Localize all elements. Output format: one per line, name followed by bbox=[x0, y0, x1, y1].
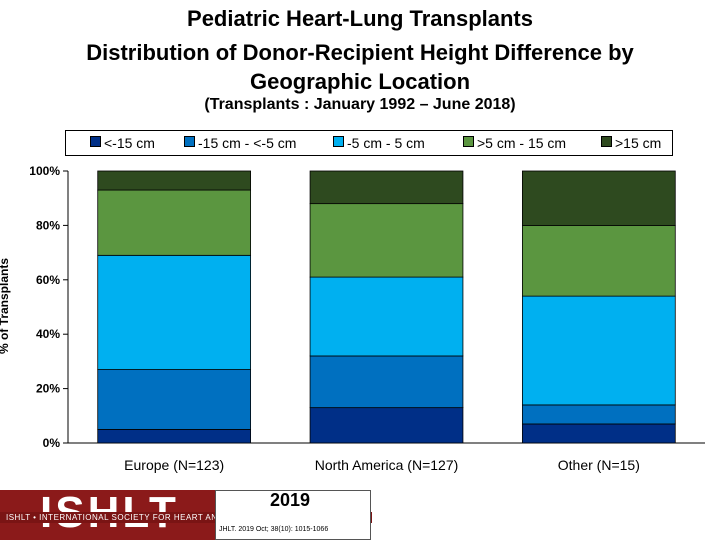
bar-segment-3-3 bbox=[521, 295, 676, 406]
ishlt-society-name: ISHLT • INTERNATIONAL SOCIETY FOR HEART … bbox=[6, 513, 338, 522]
legend-label: >5 cm - 15 cm bbox=[477, 135, 567, 151]
y-tick-label: 40% bbox=[36, 327, 60, 341]
legend-item-minus5-to-5: -5 cm - 5 cm bbox=[333, 135, 425, 151]
bar-segment-2-5 bbox=[309, 170, 464, 205]
chart-date-range: (Transplants : January 1992 – June 2018) bbox=[204, 96, 516, 113]
bar-segment-2-1 bbox=[309, 407, 464, 444]
bar-segment-1-2 bbox=[97, 369, 252, 430]
bar-segment-3-2 bbox=[521, 404, 676, 425]
legend-swatch bbox=[601, 136, 612, 147]
legend-label: <-15 cm bbox=[104, 135, 155, 151]
stacked-bar-chart: 0% 20% 40% 60% 80% 100% Europe (N=123) North Am… bbox=[29, 164, 705, 473]
bar-segment-1-4 bbox=[97, 189, 252, 256]
bar-segment-3-5 bbox=[521, 170, 676, 226]
bar-segment-3-1 bbox=[521, 423, 676, 444]
year-box bbox=[215, 490, 371, 540]
chart-subtitle-line1: Distribution of Donor-Recipient Height D… bbox=[86, 40, 634, 65]
bar-segment-1-1 bbox=[97, 428, 252, 444]
ishlt-society-strip bbox=[0, 512, 372, 523]
y-tick-label: 20% bbox=[36, 382, 60, 396]
chart-title: Pediatric Heart-Lung Transplants bbox=[187, 6, 533, 31]
x-tick-label: Other (N=15) bbox=[558, 457, 640, 473]
x-tick-label: North America (N=127) bbox=[315, 457, 459, 473]
legend: <-15 cm -15 cm - <-5 cm -5 cm - 5 cm >5 … bbox=[65, 130, 673, 156]
legend-swatch bbox=[90, 136, 101, 147]
legend-item-minus15-to-minus5: -15 cm - <-5 cm bbox=[184, 135, 296, 151]
legend-label: -15 cm - <-5 cm bbox=[198, 135, 297, 151]
report-year: 2019 bbox=[270, 490, 311, 510]
x-tick-label: Europe (N=123) bbox=[124, 457, 224, 473]
bar-segment-2-4 bbox=[309, 203, 464, 278]
bar-segment-2-3 bbox=[309, 276, 464, 357]
ishlt-footer: ISHLT ISHLT • INTERNATIONAL SOCIETY FOR … bbox=[0, 488, 372, 540]
legend-label: -5 cm - 5 cm bbox=[347, 135, 425, 151]
y-tick-label: 60% bbox=[36, 273, 60, 287]
legend-item-lt-minus15: <-15 cm bbox=[90, 135, 155, 151]
journal-citation: JHLT. 2019 Oct; 38(10): 1015-1066 bbox=[219, 526, 329, 533]
legend-label: >15 cm bbox=[615, 135, 662, 151]
legend-swatch bbox=[463, 136, 474, 147]
chart-subtitle: Distribution of Donor-Recipient Height D… bbox=[0, 38, 720, 96]
legend-swatch bbox=[333, 136, 344, 147]
y-tick-label: 80% bbox=[36, 218, 60, 232]
y-tick-label: 0% bbox=[43, 436, 61, 450]
legend-item-gt-15: >15 cm bbox=[601, 135, 661, 151]
legend-item-5-to-15: >5 cm - 15 cm bbox=[463, 135, 566, 151]
legend-swatch bbox=[184, 136, 195, 147]
bar-segment-1-5 bbox=[97, 170, 252, 191]
bar-segment-3-4 bbox=[521, 224, 676, 297]
bar-segment-2-2 bbox=[309, 355, 464, 409]
chart-subtitle-line2: Geographic Location bbox=[249, 69, 471, 94]
y-tick-label: 100% bbox=[29, 164, 60, 178]
bar-segment-1-3 bbox=[97, 254, 252, 370]
